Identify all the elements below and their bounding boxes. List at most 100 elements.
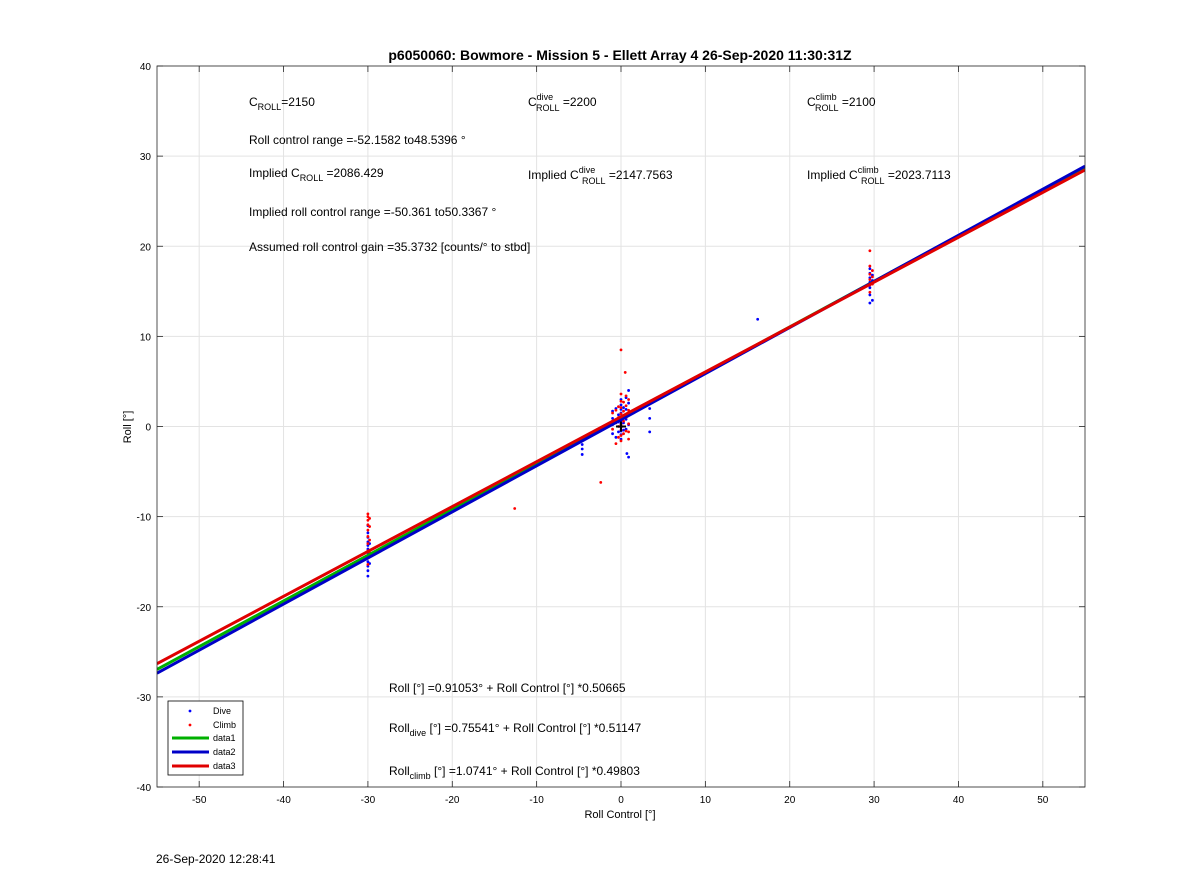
plot-area	[157, 164, 1085, 675]
dive-point	[614, 435, 618, 439]
climb-point	[619, 439, 623, 443]
dive-point	[868, 293, 872, 297]
climb-point	[868, 264, 872, 268]
origin-marker	[616, 421, 626, 432]
climb-point	[366, 523, 370, 527]
climb-point	[627, 398, 630, 401]
x-tick-label: -20	[445, 795, 460, 806]
climb-point	[614, 408, 618, 412]
climb-point	[868, 278, 872, 281]
x-tick-label: 50	[1037, 795, 1049, 806]
climb-point	[619, 399, 623, 403]
dive-point	[611, 416, 614, 420]
annotation-implied-c-climb: Implied Cclimb ROLL =2023.7113	[807, 165, 951, 186]
climb-point	[366, 515, 370, 519]
annotation-range: Roll control range =-52.1582 to48.5396 °	[249, 133, 466, 147]
dive-point	[622, 406, 625, 409]
climb-point	[622, 432, 625, 436]
climb-point	[368, 525, 371, 528]
dive-point	[366, 574, 370, 578]
legend-label-dive: Dive	[213, 706, 231, 716]
annotation-implied-c-dive: Implied Cdive ROLL =2147.7563	[528, 165, 673, 186]
climb-point	[366, 535, 370, 538]
climb-point	[366, 518, 370, 522]
y-tick-label: -30	[137, 693, 152, 704]
annotation-fit-all: Roll [°] =0.91053° + Roll Control [°] *0…	[389, 681, 626, 695]
climb-point	[627, 430, 630, 434]
climb-point	[627, 437, 630, 441]
dive-point	[580, 443, 584, 446]
dive-point	[648, 430, 652, 434]
footer-timestamp: 26-Sep-2020 12:28:41	[156, 852, 276, 866]
x-axis-label: Roll Control [°]	[584, 809, 655, 821]
climb-point	[619, 406, 623, 409]
climb-point	[624, 404, 628, 408]
climb-point	[366, 562, 370, 566]
y-tick-label: 30	[140, 152, 152, 163]
y-tick-label: -20	[137, 603, 152, 614]
dive-point	[580, 453, 584, 456]
y-tick-label: -10	[137, 513, 152, 524]
climb-point	[513, 507, 517, 510]
dive-point	[366, 560, 370, 564]
x-tick-label: -30	[361, 795, 376, 806]
climb-point	[368, 538, 371, 542]
x-tick-label: -10	[529, 795, 544, 806]
legend-label-data2: data2	[213, 747, 236, 757]
climb-point	[868, 272, 872, 276]
dive-point	[366, 531, 370, 535]
dive-point	[868, 286, 872, 290]
climb-point	[619, 412, 623, 416]
x-tick-label: 0	[618, 795, 624, 806]
climb-point	[868, 290, 872, 294]
climb-point	[366, 512, 370, 516]
legend-entry-data2: data2	[172, 747, 236, 757]
legend-entry-climb: Climb	[188, 720, 236, 730]
legend-label-climb: Climb	[213, 720, 236, 730]
legend: Dive Climb data1 data2 data3	[167, 700, 244, 776]
y-tick-label: 40	[140, 62, 152, 73]
tick-labels: -50 -40 -30 -20 -10 0 10 20 30 40 50 -40 -30 -20 -10 0 1…	[137, 62, 1049, 806]
climb-point	[366, 542, 370, 546]
legend-label-data3: data3	[213, 761, 236, 771]
climb-point	[599, 480, 603, 484]
climb-point	[614, 442, 618, 446]
y-tick-label: 10	[140, 332, 152, 343]
x-tick-label: -40	[276, 795, 291, 806]
legend-marker-dive	[188, 709, 192, 713]
climb-point	[611, 411, 614, 415]
x-tick-label: -50	[192, 795, 207, 806]
y-tick-label: 0	[145, 423, 151, 434]
annotation-fit-dive: Rolldive [°] =0.75541° + Roll Control [°…	[389, 721, 641, 738]
dive-point	[756, 317, 760, 321]
dive-point	[580, 447, 584, 451]
climb-point	[611, 427, 614, 431]
dive-point	[624, 407, 628, 411]
annotation-implied-range: Implied roll control range =-50.361 to50…	[249, 205, 496, 219]
climb-point	[619, 434, 623, 437]
x-tick-label: 10	[700, 795, 712, 806]
climb-point	[868, 249, 872, 253]
dive-point	[871, 298, 874, 302]
legend-label-data1: data1	[213, 733, 236, 743]
legend-entry-dive: Dive	[188, 706, 231, 716]
legend-entry-data1: data1	[172, 733, 236, 743]
x-tick-label: 40	[953, 795, 965, 806]
dive-point	[648, 407, 652, 410]
dive-point	[627, 389, 630, 392]
x-tick-label: 30	[869, 795, 881, 806]
dive-point	[366, 569, 370, 573]
dive-point	[617, 413, 620, 417]
dive-point	[617, 430, 620, 434]
data-series	[157, 164, 1085, 675]
annotation-c-climb: Cclimb ROLL =2100	[807, 92, 876, 113]
dive-point	[625, 452, 629, 455]
climb-point	[622, 400, 625, 404]
x-tick-label: 20	[784, 795, 796, 806]
climb-point	[622, 409, 625, 413]
annotation-c-roll: CROLL=2150	[249, 95, 315, 112]
climb-point	[617, 405, 620, 409]
climb-point	[624, 429, 628, 433]
annotation-gain: Assumed roll control gain =35.3732 [coun…	[249, 240, 530, 254]
